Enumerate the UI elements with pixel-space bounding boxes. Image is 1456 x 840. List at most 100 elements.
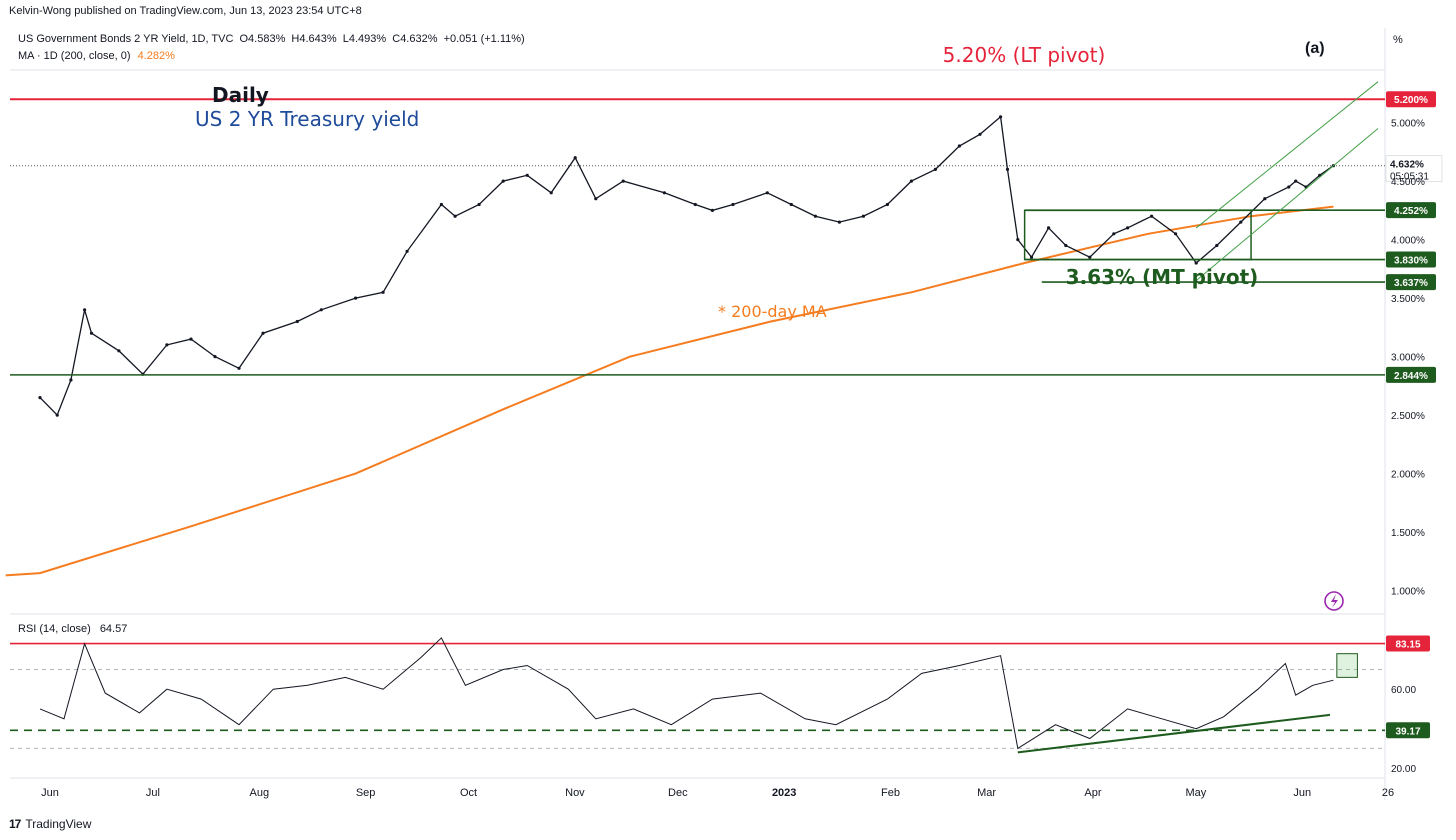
price-point	[621, 179, 625, 183]
price-tick-label: 4.500%	[1391, 177, 1425, 188]
time-tick-label: Aug	[249, 787, 269, 799]
ohlc-change: +0.051 (+1.11%)	[443, 33, 525, 45]
price-point	[765, 191, 769, 195]
price-point	[1174, 232, 1178, 236]
channel-group	[1195, 81, 1379, 281]
price-point	[731, 202, 735, 207]
price-line-group	[38, 115, 1335, 417]
rsi-group: 83.15 39.17 60.00 20.00	[10, 635, 1430, 775]
rsi-divergence-line	[1017, 713, 1331, 754]
price-point	[1126, 226, 1130, 230]
rsi-indicator-line[interactable]: RSI (14, close) 64.57	[18, 623, 127, 635]
timeframe-label: Daily	[212, 83, 269, 107]
range-box-group	[1023, 209, 1252, 261]
price-point	[117, 349, 121, 353]
rsi-indicator-value: 64.57	[99, 623, 128, 635]
ma-200-group	[5, 205, 1334, 577]
price-point	[710, 208, 715, 212]
chart-title-label: US 2 YR Treasury yield	[195, 107, 419, 131]
price-point	[573, 156, 577, 160]
range-box	[1023, 209, 1252, 261]
ma-200-line	[5, 205, 1334, 577]
price-point	[1005, 167, 1010, 171]
level-label: 4.252%	[1394, 206, 1428, 217]
price-point	[549, 191, 553, 195]
level-label: 3.830%	[1394, 256, 1428, 267]
last-price-label: 4.632%	[1390, 160, 1424, 171]
flash-event-icon[interactable]	[1324, 591, 1344, 611]
rsi-line	[39, 637, 1334, 750]
last-price-label-bg	[1385, 155, 1443, 182]
price-point	[1088, 255, 1092, 259]
price-point	[83, 308, 87, 312]
price-point	[662, 191, 667, 195]
price-point	[957, 144, 962, 148]
price-point	[1294, 179, 1298, 183]
ohlc-low: L4.493%	[342, 33, 387, 45]
price-point	[1064, 243, 1068, 248]
price-point	[439, 202, 443, 207]
price-tick-label: 5.000%	[1391, 119, 1425, 130]
price-point	[1194, 261, 1198, 265]
ma-200-label: * 200-day MA	[718, 302, 827, 321]
price-point	[295, 319, 299, 324]
price-point	[89, 331, 94, 335]
price-point	[1047, 226, 1051, 230]
price-unit-label: %	[1393, 34, 1403, 46]
price-point	[813, 214, 818, 218]
price-point	[1029, 255, 1034, 259]
time-tick-label: Nov	[565, 787, 585, 799]
time-tick-label: Jun	[41, 787, 59, 799]
price-point	[861, 214, 866, 218]
countdown-label: 05:05:31	[1390, 172, 1429, 183]
price-point	[999, 115, 1003, 119]
price-point	[319, 308, 323, 312]
price-axis-ticks: 5.000% 4.500% 4.000% 3.500% 3.000% 2.500% 2.00…	[1391, 119, 1425, 598]
price-point	[381, 290, 385, 294]
time-tick-label: Jul	[146, 787, 160, 799]
level-label-bg	[1386, 366, 1436, 383]
price-point	[594, 197, 598, 201]
ohlc-open: O4.583%	[239, 33, 286, 45]
price-point	[453, 214, 457, 218]
symbol-info-line: US Government Bonds 2 YR Yield, 1D, TVC …	[18, 33, 525, 45]
price-tick-label: 4.000%	[1391, 236, 1425, 247]
level-label: 3.637%	[1394, 278, 1428, 289]
time-tick-label: Sep	[356, 787, 376, 799]
price-point	[38, 396, 42, 400]
level-label-bg	[1386, 202, 1436, 219]
level-label: 2.844%	[1394, 371, 1428, 382]
price-point	[354, 296, 358, 300]
ohlc-close: C4.632%	[392, 33, 438, 45]
price-point	[69, 378, 73, 382]
symbol-name[interactable]: US Government Bonds 2 YR Yield, 1D, TVC	[18, 33, 234, 45]
time-axis-ticks: Jun Jul Aug Sep Oct Nov Dec 2023 Feb Mar Apr May Jun…	[41, 787, 1394, 799]
price-point	[189, 337, 193, 341]
lt-pivot-label: 5.20% (LT pivot)	[943, 43, 1106, 67]
time-tick-label: Oct	[460, 787, 477, 799]
price-point	[978, 132, 982, 136]
price-point	[1287, 185, 1291, 189]
horizontal-levels-group: 5.200% 4.252% 3.830% 3.637% 2.844% 4.632%05:0…	[10, 91, 1443, 383]
price-tick-label: 1.500%	[1391, 528, 1425, 539]
level-label-bg	[1386, 91, 1436, 108]
time-tick-label: Feb	[881, 787, 900, 799]
price-point	[1016, 238, 1020, 242]
price-point	[933, 167, 938, 171]
channel-upper-line	[1195, 81, 1379, 229]
price-point	[1112, 232, 1116, 236]
tradingview-footer[interactable]: 17 TradingView	[9, 817, 91, 831]
mt-pivot-label: 3.63% (MT pivot)	[1066, 265, 1259, 289]
panel-label: (a)	[1305, 40, 1325, 57]
price-point	[237, 366, 241, 370]
rsi-level-label: 39.17	[1395, 726, 1420, 737]
price-tick-label: 2.000%	[1391, 470, 1425, 481]
rsi-level-label: 83.15	[1395, 640, 1420, 651]
ma-indicator-line[interactable]: MA · 1D (200, close, 0) 4.282%	[18, 50, 175, 62]
price-point	[885, 202, 890, 207]
rsi-level-label-bg	[1386, 635, 1430, 652]
rsi-indicator-name: RSI (14, close)	[18, 623, 91, 635]
time-tick-label: Mar	[977, 787, 996, 799]
price-point	[1239, 220, 1243, 224]
